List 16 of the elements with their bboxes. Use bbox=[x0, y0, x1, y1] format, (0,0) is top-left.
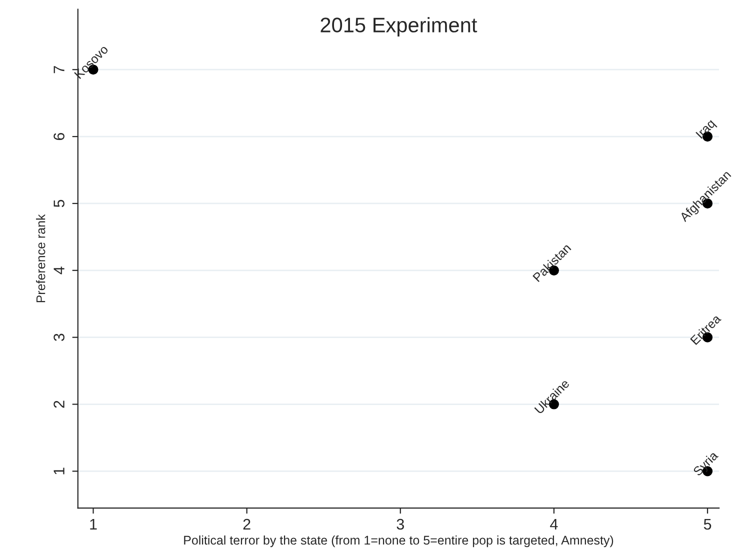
annotation: Iraq bbox=[696, 118, 718, 141]
x-tick-label: 2 bbox=[243, 518, 250, 530]
y-tick-label: 6 bbox=[54, 132, 64, 140]
x-tick-label: 1 bbox=[90, 519, 97, 530]
y-tick-label: 2 bbox=[54, 400, 64, 408]
x-axis-title: Political terror by the state (from 1=none to 5=entire pop is targeted, Amnesty) bbox=[184, 535, 614, 548]
x-tick-label: 5 bbox=[704, 519, 712, 530]
y-axis-title: Preference rank bbox=[36, 214, 46, 302]
x-tick-label: 3 bbox=[396, 518, 404, 530]
y-tick-label: 1 bbox=[54, 468, 64, 474]
x-tick-label: 4 bbox=[550, 519, 558, 530]
chart-title: 2015 Experiment bbox=[320, 17, 478, 37]
y-tick-label: 3 bbox=[54, 334, 64, 342]
y-tick-label: 5 bbox=[54, 200, 64, 208]
y-tick-label: 7 bbox=[54, 66, 64, 74]
y-tick-label: 4 bbox=[54, 266, 64, 274]
